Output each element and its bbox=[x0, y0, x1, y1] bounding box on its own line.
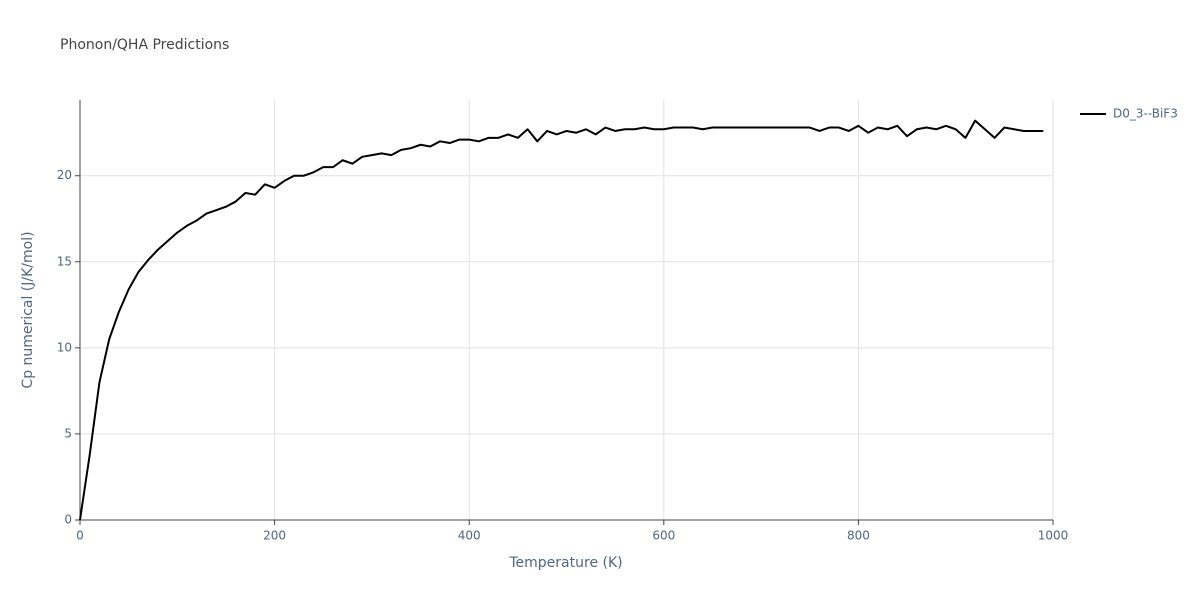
x-tick-label: 1000 bbox=[1038, 529, 1069, 543]
x-tick-label: 400 bbox=[458, 529, 481, 543]
x-axis-title: Temperature (K) bbox=[508, 555, 622, 571]
x-tick-label: 200 bbox=[263, 529, 286, 543]
y-tick-label: 20 bbox=[57, 168, 72, 182]
y-tick-label: 5 bbox=[64, 426, 72, 440]
x-tick-label: 0 bbox=[76, 529, 84, 543]
x-tick-label: 600 bbox=[652, 529, 675, 543]
y-tick-label: 10 bbox=[57, 340, 72, 354]
data-line bbox=[79, 119, 1044, 521]
y-tick-label: 15 bbox=[57, 254, 72, 268]
y-tick-label: 0 bbox=[64, 513, 72, 527]
chart-title: Phonon/QHA Predictions bbox=[60, 37, 229, 53]
x-tick-label: 800 bbox=[847, 529, 870, 543]
legend-label: D0_3--BiF3 bbox=[1113, 107, 1178, 121]
y-axis-title: Cp numerical (J/K/mol) bbox=[20, 231, 36, 388]
